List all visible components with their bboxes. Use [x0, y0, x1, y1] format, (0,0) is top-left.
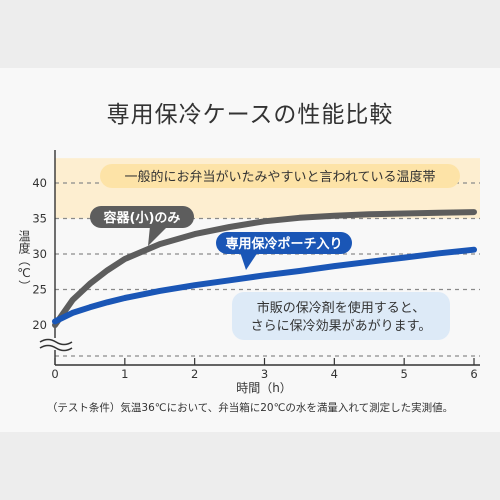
annotation-line-1: 市販の保冷剤を使用すると、: [257, 300, 425, 316]
annotation-box: [232, 292, 450, 340]
x-tick-label-2: 2: [191, 367, 198, 381]
series-1-label: 容器(小)のみ: [103, 210, 181, 226]
series-line-2: [52, 246, 477, 325]
callout-labels: 一般的にお弁当がいたみやすいと言われている温度帯容器(小)のみ専用保冷ポーチ入り…: [90, 164, 460, 340]
y-tick-label-20: 20: [32, 318, 47, 332]
axis-break-mask: [38, 338, 72, 350]
x-tick-label-6: 6: [470, 367, 477, 381]
series-2-label: 専用保冷ポーチ入り: [225, 236, 342, 252]
test-conditions-note: （テスト条件）気温36℃において、弁当箱に20℃の水を満量入れて測定した実測値。: [46, 402, 454, 414]
y-axis-label: 温度（℃）: [17, 230, 31, 292]
series-2-label-pointer: [240, 252, 258, 270]
x-tick-label-5: 5: [401, 367, 408, 381]
axes: [38, 150, 480, 366]
bottom-band: [0, 432, 500, 500]
top-band: [0, 0, 500, 68]
y-tick-label-30: 30: [32, 247, 47, 261]
axis-break-bottom: [39, 344, 73, 352]
tick-labels: 20 25 30 35 40 0 1 2 3 4 5 6: [32, 176, 477, 381]
x-tick-label-3: 3: [261, 367, 268, 381]
y-tick-label-35: 35: [32, 212, 47, 226]
series-1-label-pill: [90, 206, 194, 228]
x-tick-label-0: 0: [51, 367, 58, 381]
series-line-1: [52, 209, 477, 328]
y-tick-label-25: 25: [32, 283, 47, 297]
annotation-line-2: さらに保冷効果があがります。: [251, 319, 432, 334]
x-tick-label-1: 1: [121, 367, 128, 381]
x-tick-label-4: 4: [331, 367, 338, 381]
y-tick-label-40: 40: [32, 176, 47, 190]
series-1-label-pointer: [148, 226, 168, 246]
series-lines: [52, 209, 477, 328]
band-label-pill: [100, 164, 460, 188]
axis-break-top: [39, 338, 73, 346]
x-axis-label: 時間（h）: [236, 381, 292, 395]
band-label: 一般的にお弁当がいたみやすいと言われている温度帯: [125, 169, 436, 185]
series-2-label-pill: [216, 232, 352, 254]
chart-title: 専用保冷ケースの性能比較: [106, 102, 394, 128]
